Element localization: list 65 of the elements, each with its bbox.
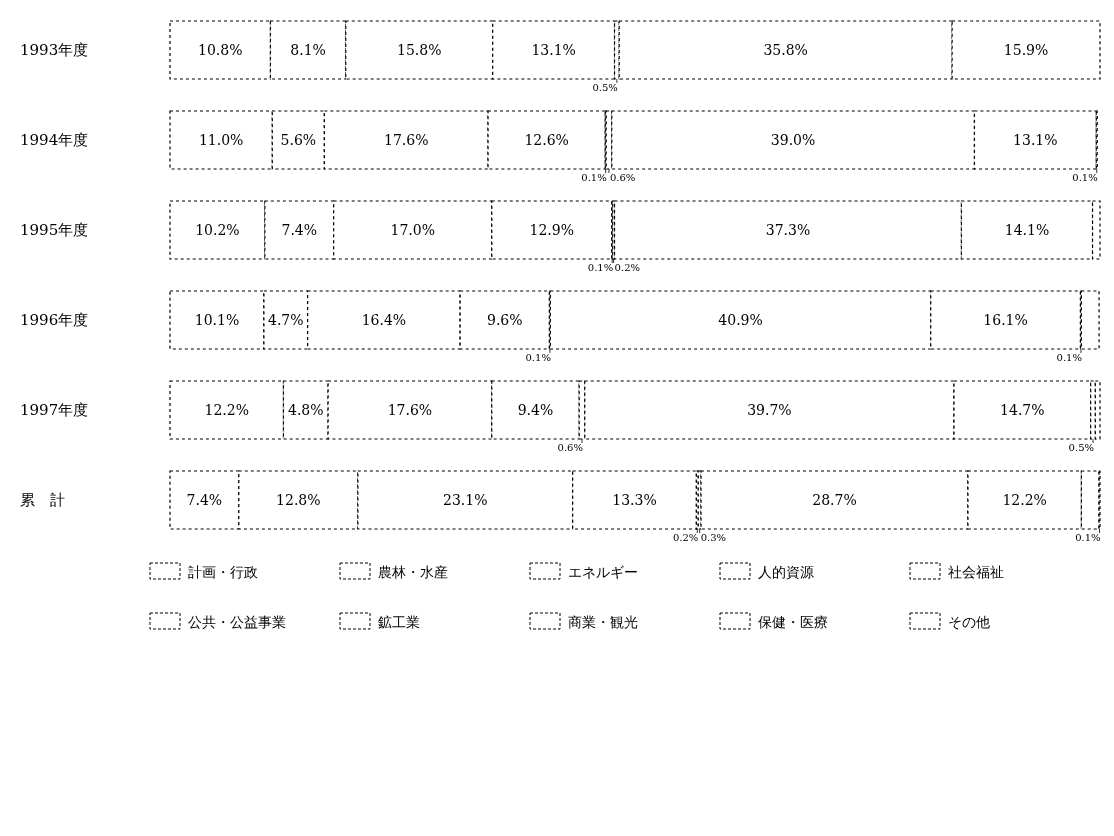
data-label: 5.6% bbox=[280, 132, 317, 148]
y-tick-label: 1996年度 bbox=[20, 311, 89, 329]
data-label: 10.2% bbox=[195, 222, 240, 238]
data-label: 16.1% bbox=[983, 312, 1028, 328]
data-label: 35.8% bbox=[763, 42, 808, 58]
data-label: 0.6% bbox=[609, 172, 636, 183]
data-label: 0.2% bbox=[672, 532, 699, 543]
legend-label: 公共・公益事業 bbox=[188, 614, 286, 630]
y-tick-label: 1994年度 bbox=[20, 131, 89, 149]
data-label: 0.3% bbox=[700, 532, 727, 543]
data-label: 12.8% bbox=[276, 492, 321, 508]
legend-label: 農林・水産 bbox=[378, 564, 448, 580]
data-label: 0.1% bbox=[587, 262, 614, 273]
data-label: 17.6% bbox=[383, 132, 429, 148]
data-label: 0.2% bbox=[614, 262, 641, 273]
data-label: 10.8% bbox=[197, 42, 243, 58]
data-label: 13.1% bbox=[531, 42, 576, 58]
legend-label: 計画・行政 bbox=[188, 564, 258, 580]
data-label: 15.9% bbox=[1003, 42, 1049, 58]
data-label: 16.4% bbox=[361, 312, 407, 328]
legend-label: 人的資源 bbox=[758, 564, 814, 580]
data-label: 9.6% bbox=[487, 312, 523, 328]
data-label: 15.8% bbox=[397, 42, 442, 58]
data-label: 11.0% bbox=[198, 132, 244, 148]
data-label: 23.1% bbox=[443, 492, 488, 508]
legend-label: 社会福祉 bbox=[948, 564, 1004, 580]
data-label: 0.5% bbox=[1068, 442, 1095, 453]
data-label: 17.0% bbox=[390, 222, 435, 238]
y-tick-label: 累 計 bbox=[20, 491, 65, 509]
data-label: 12.2% bbox=[1002, 492, 1047, 508]
data-label: 4.7% bbox=[268, 312, 304, 328]
legend-label: エネルギー bbox=[568, 564, 638, 580]
data-label: 28.7% bbox=[812, 492, 857, 508]
data-label: 13.3% bbox=[612, 492, 657, 508]
data-label: 0.1% bbox=[1072, 172, 1098, 183]
data-label: 0.1% bbox=[525, 352, 551, 363]
data-label: 4.8% bbox=[287, 402, 324, 418]
data-label: 37.3% bbox=[765, 222, 811, 238]
data-label: 0.5% bbox=[592, 82, 618, 93]
data-label: 10.1% bbox=[194, 312, 240, 328]
legend-label: 鉱工業 bbox=[378, 614, 420, 630]
data-label: 0.1% bbox=[1075, 532, 1101, 543]
data-label: 39.0% bbox=[770, 132, 816, 148]
legend-label: 商業・観光 bbox=[568, 614, 638, 630]
data-label: 12.2% bbox=[204, 402, 249, 418]
data-label: 8.1% bbox=[290, 42, 326, 58]
legend-label: その他 bbox=[948, 614, 990, 630]
data-label: 40.9% bbox=[718, 312, 763, 328]
data-label: 13.1% bbox=[1013, 132, 1058, 148]
data-label: 12.9% bbox=[529, 222, 575, 238]
data-label: 0.6% bbox=[557, 442, 583, 453]
data-label: 14.7% bbox=[1000, 402, 1045, 418]
data-label: 39.7% bbox=[747, 402, 792, 418]
data-label: 12.6% bbox=[524, 132, 569, 148]
data-label: 14.1% bbox=[1004, 222, 1050, 238]
y-tick-label: 1997年度 bbox=[20, 401, 89, 419]
y-tick-label: 1993年度 bbox=[20, 41, 89, 59]
data-label: 0.1% bbox=[581, 172, 607, 183]
data-label: 0.1% bbox=[1056, 352, 1082, 363]
data-label: 9.4% bbox=[517, 402, 554, 418]
data-label: 7.4% bbox=[186, 492, 223, 508]
data-label: 17.6% bbox=[387, 402, 433, 418]
legend-label: 保健・医療 bbox=[758, 614, 828, 630]
data-label: 7.4% bbox=[281, 222, 318, 238]
y-tick-label: 1995年度 bbox=[20, 221, 89, 239]
